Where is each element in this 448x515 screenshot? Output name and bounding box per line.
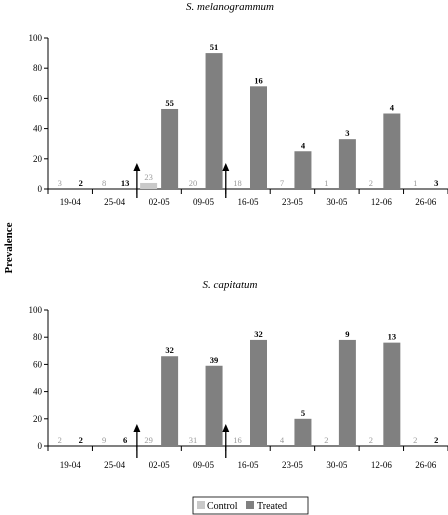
data-label-treated: 32: [165, 345, 174, 355]
x-tick-label: 02-05: [149, 197, 170, 207]
y-tick-label: 0: [38, 184, 43, 194]
x-tick-label: 30-05: [326, 460, 347, 470]
bar-treated: [338, 339, 356, 446]
legend-label-treated: Treated: [257, 501, 287, 512]
bar-treated: [205, 365, 223, 446]
y-axis-label: Prevalence: [3, 222, 15, 273]
data-label-control: 2: [369, 435, 373, 445]
bar-treated: [250, 339, 267, 446]
x-tick-label: 16-05: [238, 197, 259, 207]
data-label-control: 8: [102, 178, 106, 188]
data-label-treated: 2: [434, 435, 438, 445]
y-tick-label: 20: [33, 154, 43, 164]
data-label-control: 1: [413, 178, 417, 188]
x-tick-label: 12-06: [371, 460, 392, 470]
data-label-treated: 9: [345, 329, 349, 339]
x-tick-label: 25-04: [104, 460, 125, 470]
x-tick-label: 23-05: [282, 460, 303, 470]
y-tick-label: 0: [38, 441, 43, 451]
chart-title: S. capitatum: [203, 279, 258, 291]
bar-treated: [205, 53, 223, 189]
data-label-treated: 4: [390, 103, 395, 113]
data-label-control: 2: [369, 178, 373, 188]
bar-control: [140, 182, 158, 189]
bar-treated: [383, 342, 401, 446]
bar-treated: [161, 108, 179, 189]
x-tick-label: 12-06: [371, 197, 392, 207]
treatment-arrow-head: [133, 163, 141, 171]
y-tick-label: 40: [33, 387, 43, 397]
y-tick-label: 40: [33, 124, 43, 134]
x-tick-label: 26-06: [415, 197, 436, 207]
data-label-control: 2: [413, 435, 417, 445]
data-label-treated: 16: [254, 75, 263, 85]
data-label-control: 4: [280, 435, 285, 445]
data-label-control: 31: [189, 435, 198, 445]
legend: Control Treated: [192, 496, 309, 515]
data-label-treated: 6: [123, 435, 127, 445]
y-tick-label: 60: [33, 359, 43, 369]
x-tick-label: 02-05: [149, 460, 170, 470]
panel-s-capitatum: S. capitatum 0 20 40 60 80 100 19-04 25-04 02-05 0…: [29, 279, 448, 470]
bar-treated: [161, 356, 179, 446]
data-label-treated: 5: [301, 408, 305, 418]
chart-title: S. melanogrammum: [186, 1, 274, 13]
data-label-treated: 2: [79, 178, 83, 188]
data-label-treated: 3: [434, 178, 438, 188]
x-tick-label: 25-04: [104, 197, 125, 207]
panel-s-melanogrammum: S. melanogrammum 0 20 40 60 80 100 19-04 25-04 02…: [29, 1, 448, 207]
x-tick-label: 09-05: [193, 460, 214, 470]
data-label-treated: 32: [254, 329, 263, 339]
data-label-treated: 3: [345, 128, 349, 138]
bar-treated: [250, 86, 267, 189]
data-label-control: 29: [144, 435, 153, 445]
x-tick-label: 19-04: [60, 197, 81, 207]
data-label-control: 20: [189, 178, 198, 188]
y-tick-label: 80: [33, 332, 43, 342]
x-tick-label: 09-05: [193, 197, 214, 207]
x-tick-label: 23-05: [282, 197, 303, 207]
data-label-control: 3: [58, 178, 62, 188]
bar-treated: [338, 139, 356, 189]
data-label-control: 23: [144, 172, 153, 182]
data-label-treated: 13: [388, 332, 397, 342]
data-label-treated: 13: [121, 178, 130, 188]
data-label-treated: 39: [210, 355, 219, 365]
treatment-arrow-head: [222, 163, 230, 171]
data-label-treated: 4: [301, 140, 306, 150]
data-label-treated: 55: [165, 98, 174, 108]
data-label-control: 16: [233, 435, 242, 445]
y-tick-label: 100: [29, 305, 43, 315]
treatment-arrow-head: [222, 424, 230, 432]
data-label-control: 2: [324, 435, 328, 445]
data-label-control: 7: [280, 178, 284, 188]
treatment-arrow-head: [133, 424, 141, 432]
y-tick-label: 80: [33, 63, 43, 73]
x-tick-label: 19-04: [60, 460, 81, 470]
data-label-control: 1: [324, 178, 328, 188]
data-label-control: 2: [58, 435, 62, 445]
data-label-control: 18: [233, 178, 242, 188]
data-label-control: 9: [102, 435, 106, 445]
bar-treated: [294, 151, 312, 189]
y-tick-label: 60: [33, 93, 43, 103]
x-tick-label: 30-05: [326, 197, 347, 207]
y-tick-label: 20: [33, 414, 43, 424]
data-label-treated: 2: [79, 435, 83, 445]
data-label-treated: 51: [210, 42, 219, 52]
bar-treated: [383, 113, 401, 189]
x-tick-label: 26-06: [415, 460, 436, 470]
legend-swatch-control: [197, 501, 205, 509]
y-tick-label: 100: [29, 33, 43, 43]
legend-label-control: Control: [207, 501, 238, 512]
x-tick-label: 16-05: [238, 460, 259, 470]
legend-swatch-treated: [246, 501, 254, 509]
bar-treated: [294, 418, 312, 446]
